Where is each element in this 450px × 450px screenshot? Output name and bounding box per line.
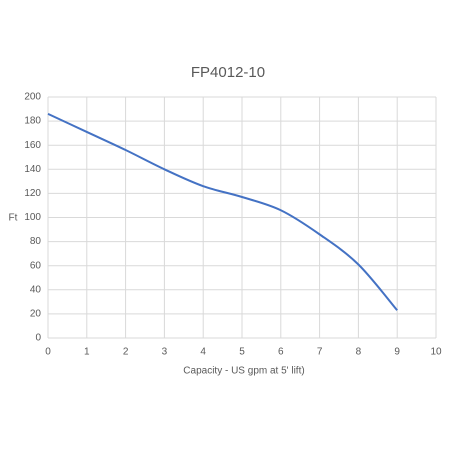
y-tick-label: 60 — [30, 260, 42, 271]
y-tick-label: 200 — [24, 92, 41, 103]
x-tick-label: 5 — [239, 347, 245, 358]
x-axis-label: Capacity - US gpm at 5' lift) — [183, 366, 304, 377]
x-tick-label: 10 — [430, 347, 442, 358]
data-line — [47, 112, 398, 311]
y-tick-label: 140 — [24, 164, 41, 175]
x-tick-label: 2 — [123, 347, 129, 358]
y-tick-label: 40 — [30, 284, 42, 295]
y-axis-label: Ft — [9, 213, 18, 224]
y-tick-label: 120 — [24, 188, 41, 199]
x-tick-label: 6 — [278, 347, 284, 358]
y-tick-label: 100 — [24, 212, 41, 223]
y-tick-label: 0 — [35, 333, 41, 344]
y-tick-label: 180 — [24, 116, 41, 127]
x-tick-label: 7 — [317, 347, 323, 358]
chart-title: FP4012-10 — [191, 64, 265, 81]
y-tick-label: 20 — [30, 309, 42, 320]
x-tick-label: 0 — [45, 347, 51, 358]
y-tick-label: 80 — [30, 236, 42, 247]
x-tick-label: 4 — [200, 347, 206, 358]
x-tick-label: 1 — [84, 347, 90, 358]
x-tick-label: 8 — [356, 347, 362, 358]
y-tick-label: 160 — [24, 140, 41, 151]
x-tick-label: 9 — [394, 347, 400, 358]
x-tick-label: 3 — [162, 347, 168, 358]
